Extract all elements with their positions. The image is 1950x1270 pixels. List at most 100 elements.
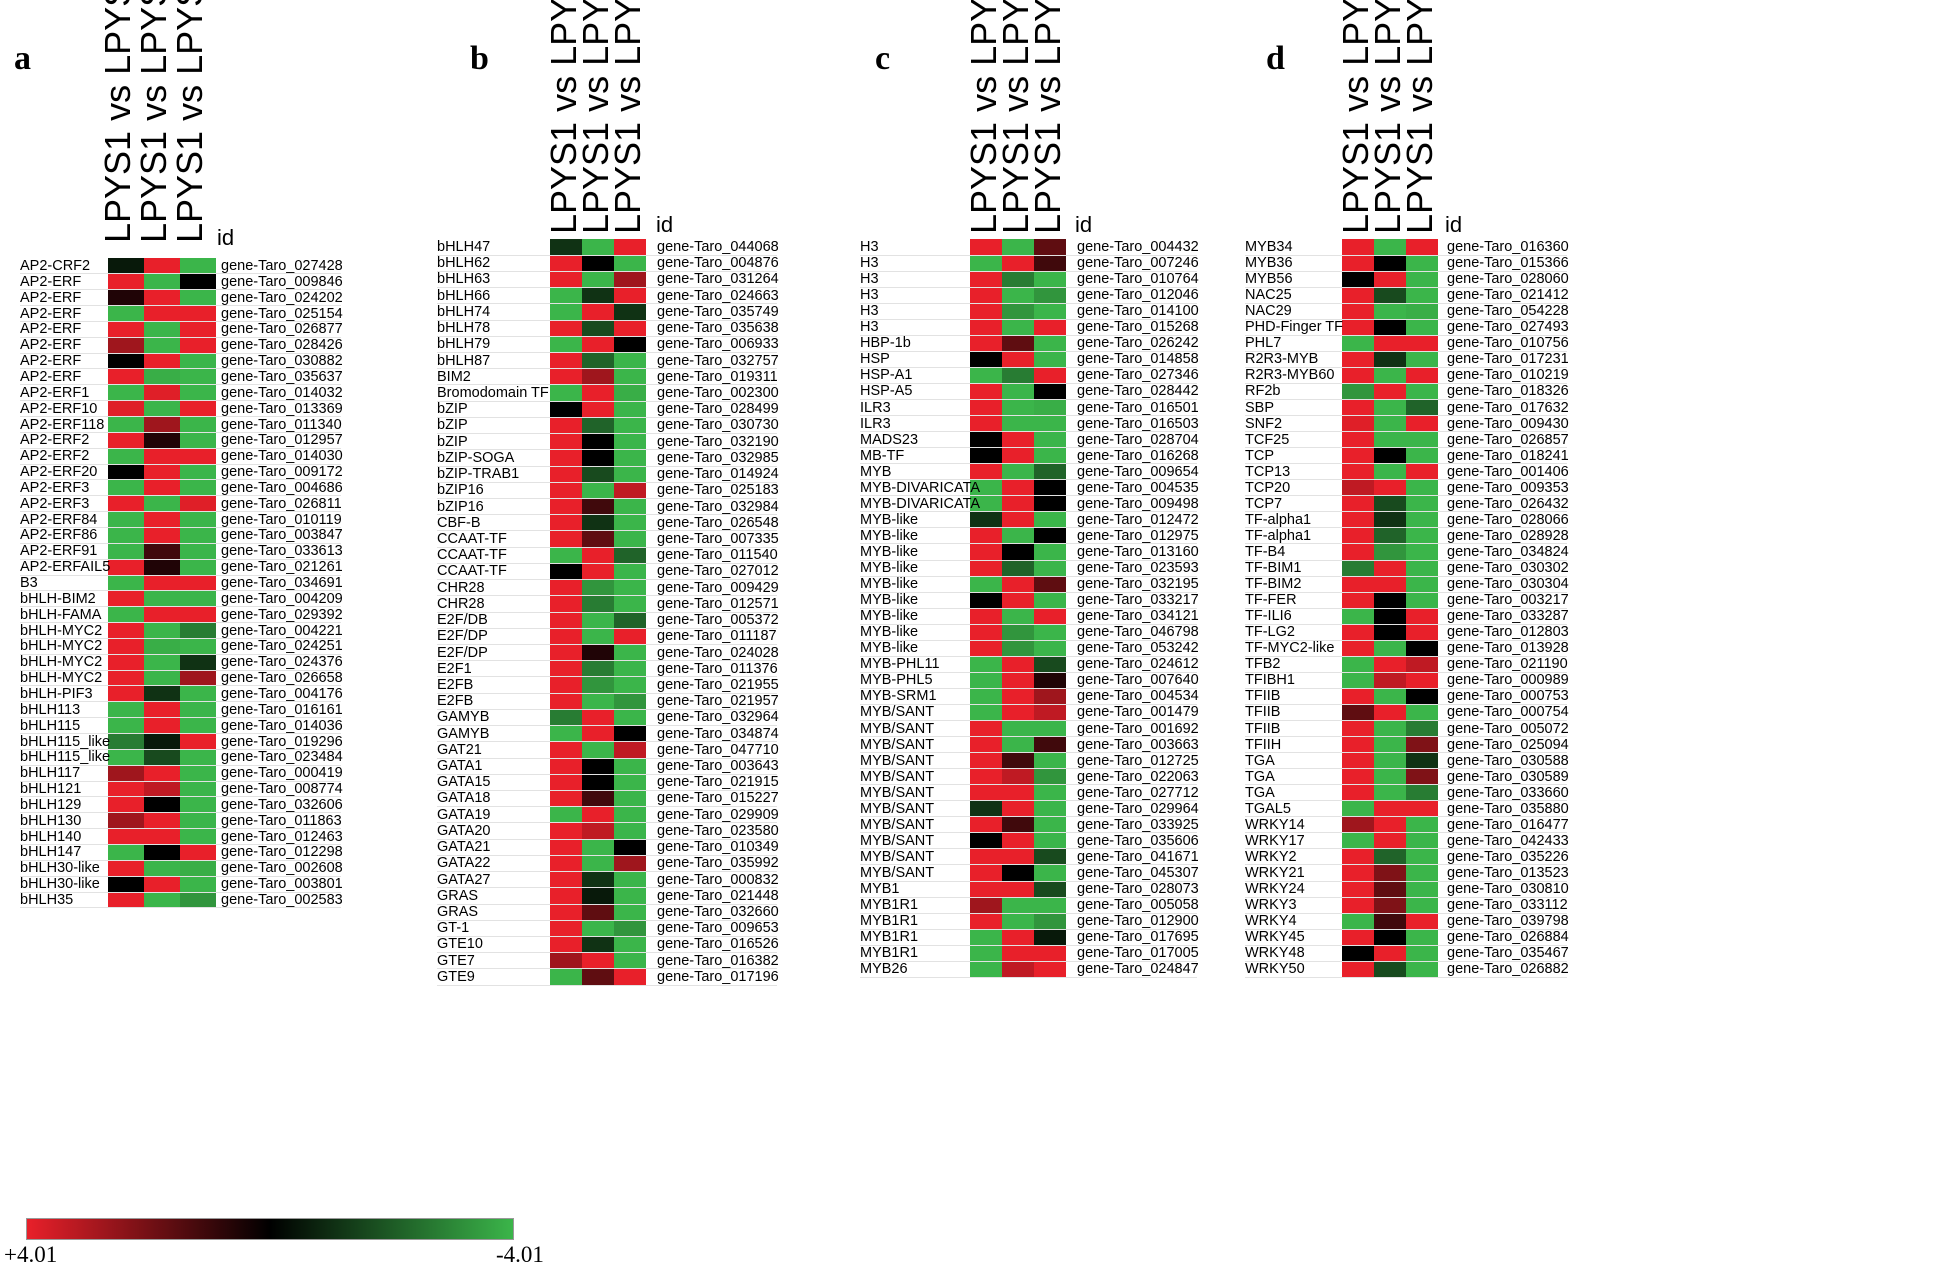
id-column-header: id	[217, 225, 235, 250]
gene-family-label: bHLH30-like	[20, 860, 100, 877]
heatmap-cell	[614, 725, 646, 743]
heatmap-cell	[180, 368, 216, 386]
row-separator	[20, 748, 341, 750]
row-separator	[1245, 687, 1567, 689]
row-separator	[1245, 960, 1567, 962]
heatmap-cell	[582, 595, 614, 613]
heatmap-cell	[550, 758, 582, 775]
gene-family-label: CBF-B	[437, 514, 481, 531]
heatmap-cell	[550, 401, 582, 418]
heatmap-cell	[1002, 351, 1034, 368]
gene-id-label: gene-Taro_027012	[657, 563, 779, 580]
heatmap-cell	[1374, 688, 1406, 706]
heatmap-cell	[1406, 335, 1438, 352]
heatmap-cell	[1406, 688, 1438, 706]
heatmap-cell	[970, 736, 1002, 754]
gene-family-label: GATA27	[437, 871, 491, 888]
heatmap-cell	[1002, 720, 1034, 738]
gene-family-label: MYB1R1	[860, 929, 919, 946]
heatmap-cell	[1342, 592, 1374, 609]
row-separator	[1245, 286, 1567, 288]
gene-id-label: gene-Taro_028928	[1447, 527, 1569, 544]
heatmap-cell	[108, 543, 144, 560]
heatmap-cell	[108, 606, 144, 624]
gene-id-label: gene-Taro_012957	[221, 432, 343, 449]
heatmap-cell	[1002, 560, 1034, 577]
row-separator	[20, 717, 341, 719]
gene-id-label: gene-Taro_016161	[221, 701, 343, 718]
gene-family-label: CCAAT-TF	[437, 547, 507, 564]
heatmap-cell	[108, 685, 144, 703]
gene-id-label: gene-Taro_035226	[1447, 848, 1569, 865]
row-separator	[437, 676, 777, 678]
heatmap-cell	[1034, 913, 1066, 930]
heatmap-cell	[970, 543, 1002, 561]
heatmap-cell	[1002, 608, 1034, 625]
heatmap-cell	[970, 800, 1002, 818]
heatmap-cell	[550, 595, 582, 613]
gene-id-label: gene-Taro_021412	[1447, 287, 1569, 304]
heatmap-cell	[970, 656, 1002, 673]
row-separator	[437, 725, 777, 727]
gene-family-label: MYB/SANT	[860, 848, 935, 865]
row-separator	[437, 514, 777, 516]
heatmap-cell	[144, 876, 180, 893]
gene-id-label: gene-Taro_006933	[657, 336, 779, 353]
heatmap-cell	[1374, 736, 1406, 754]
heatmap-cell	[1406, 961, 1438, 978]
heatmap-cell	[1002, 287, 1034, 304]
heatmap-cell	[550, 563, 582, 581]
gene-id-label: gene-Taro_024376	[221, 654, 343, 671]
heatmap-cell	[180, 258, 216, 275]
heatmap-cell	[1374, 560, 1406, 577]
row-separator	[20, 479, 341, 481]
heatmap-cell	[1342, 832, 1374, 850]
heatmap-cell	[1406, 881, 1438, 898]
row-separator	[860, 703, 1197, 705]
heatmap-cell	[108, 796, 144, 814]
gene-id-label: gene-Taro_013160	[1077, 543, 1199, 560]
gene-family-label: AP2-ERF	[20, 368, 82, 385]
column-header-3: LPYS1 vs LPYS4	[169, 0, 210, 243]
heatmap-cell	[1034, 303, 1066, 320]
heatmap-cell	[1406, 463, 1438, 481]
heatmap-cell	[180, 543, 216, 560]
gene-id-label: gene-Taro_009498	[1077, 495, 1199, 512]
gene-family-label: MYB-like	[860, 543, 919, 560]
gene-id-label: gene-Taro_009353	[1447, 479, 1569, 496]
heatmap-cell	[1374, 864, 1406, 882]
row-separator	[1245, 511, 1567, 513]
gene-family-label: CCAAT-TF	[437, 563, 507, 580]
gene-id-label: gene-Taro_034824	[1447, 543, 1569, 560]
heatmap-cell	[1002, 816, 1034, 834]
gene-id-label: gene-Taro_013928	[1447, 640, 1569, 657]
gene-family-label: GATA19	[437, 806, 491, 823]
row-separator	[437, 903, 777, 905]
heatmap-cell	[1374, 897, 1406, 914]
gene-family-label: GATA15	[437, 774, 491, 791]
heatmap-cell	[1374, 463, 1406, 481]
column-header-2: LPYS1 vs LPYS3	[133, 0, 174, 243]
heatmap-cell	[582, 920, 614, 938]
heatmap-cell	[1374, 945, 1406, 962]
heatmap-cell	[1374, 479, 1406, 497]
heatmap-cell	[970, 961, 1002, 978]
gene-family-label: E2FB	[437, 693, 474, 710]
gene-family-label: AP2-ERF1	[20, 384, 90, 401]
heatmap-grid	[970, 239, 1066, 978]
row-separator	[1245, 928, 1567, 930]
gene-family-label: MYB-like	[860, 608, 919, 625]
heatmap-cell	[550, 449, 582, 467]
heatmap-cell	[1342, 351, 1374, 368]
panel-letter-d: d	[1266, 40, 1285, 77]
heatmap-cell	[550, 498, 582, 516]
heatmap-cell	[1374, 447, 1406, 465]
heatmap-cell	[970, 897, 1002, 914]
heatmap-cell	[582, 271, 614, 289]
gene-family-label: E2F/DB	[437, 612, 488, 629]
row-separator	[20, 431, 341, 433]
heatmap-cell	[550, 239, 582, 256]
gene-id-label: gene-Taro_035606	[1077, 832, 1199, 849]
heatmap-cell	[1406, 848, 1438, 866]
gene-family-label: bHLH115	[20, 717, 81, 734]
